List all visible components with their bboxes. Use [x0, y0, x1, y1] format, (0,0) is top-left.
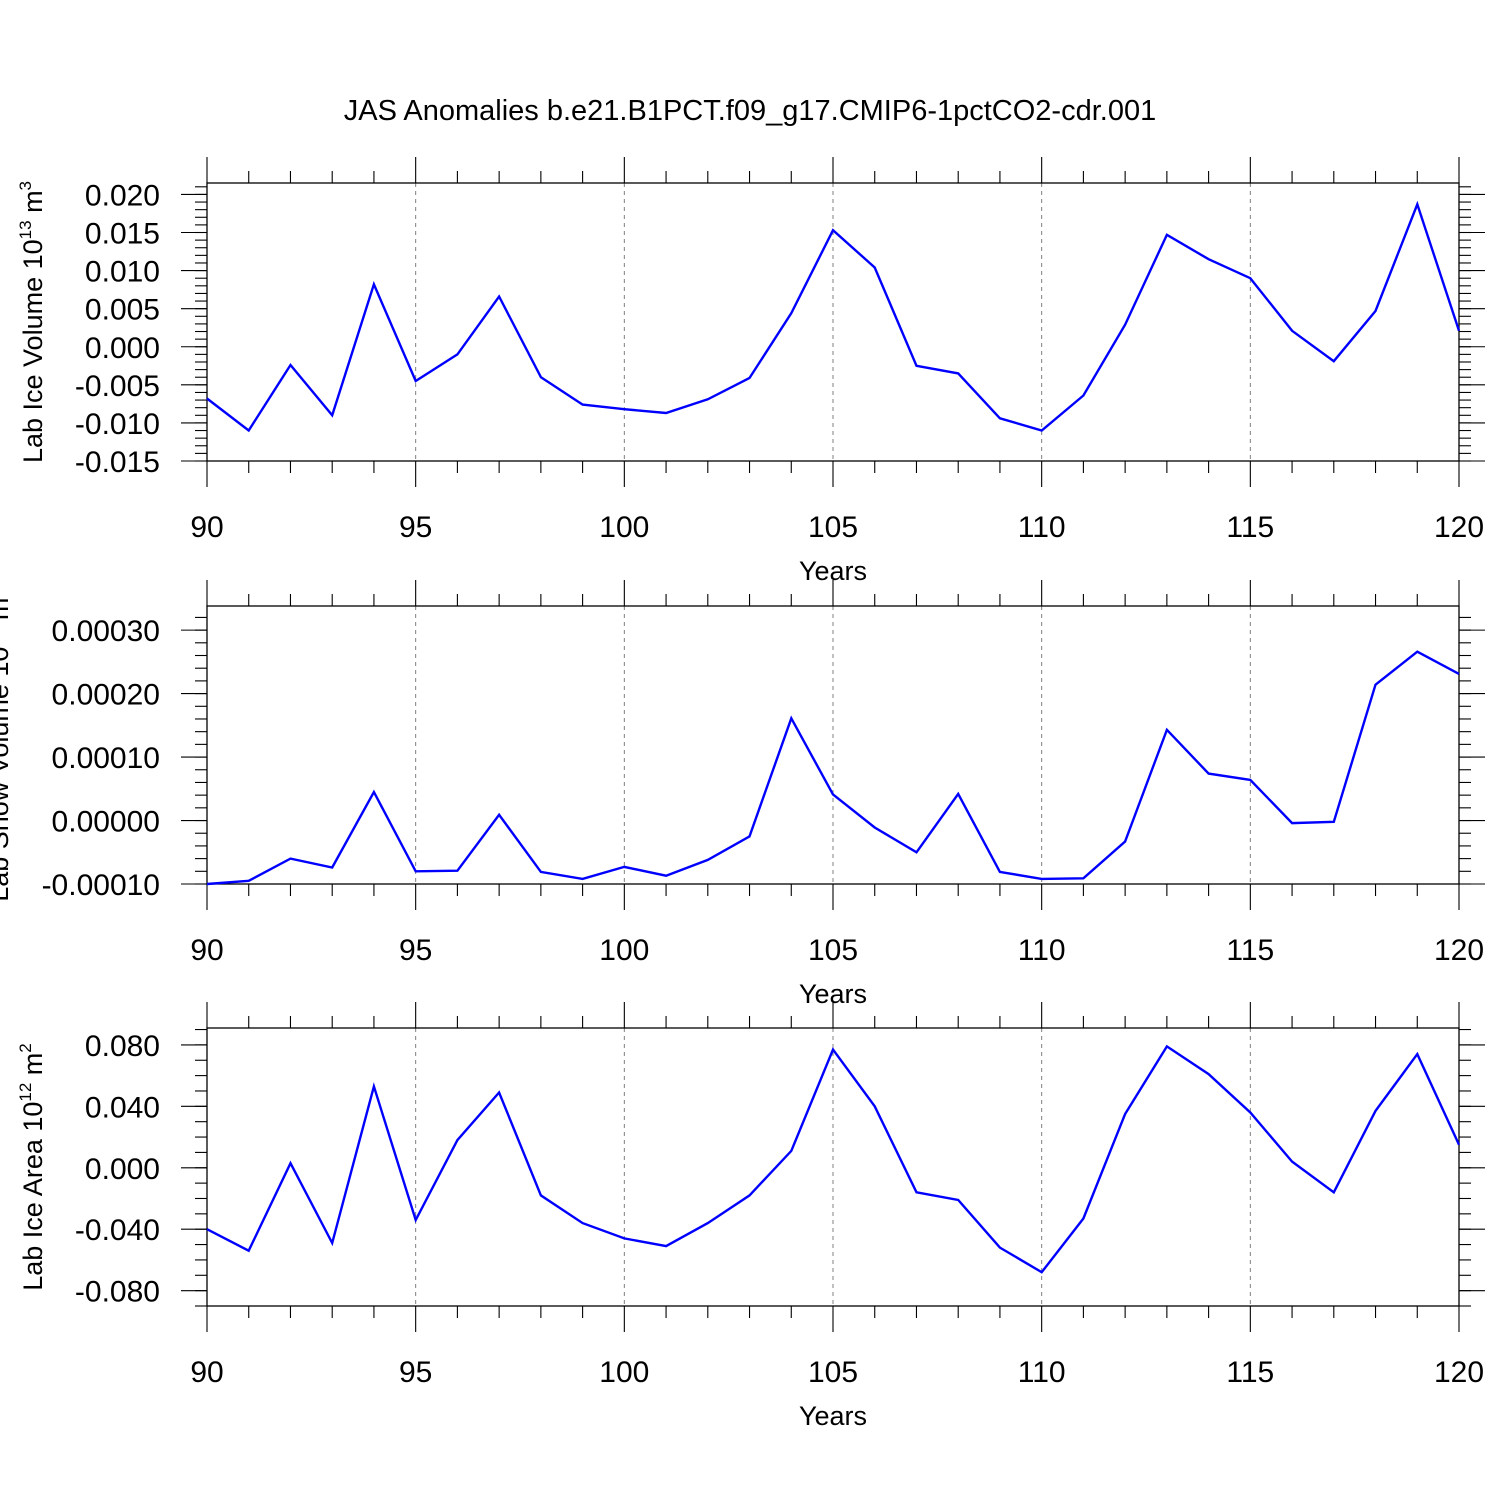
x-tick-label: 95: [399, 1356, 432, 1389]
y-label-exponent: 12: [16, 1083, 35, 1102]
x-tick-label: 110: [1018, 1356, 1066, 1389]
x-tick-label: 105: [808, 934, 858, 967]
y-tick-label: 0.00020: [52, 679, 160, 712]
x-tick-label: 105: [808, 511, 858, 544]
x-axis-label: Years: [799, 1401, 867, 1431]
x-tick-label: 100: [599, 934, 649, 967]
x-tick-label: 120: [1434, 511, 1484, 544]
y-tick-label: -0.005: [75, 370, 160, 403]
y-tick-label: -0.080: [75, 1276, 160, 1309]
ice-volume-panel: 90 95 100 105 110 115 120Years0.0200.0150.0100…: [16, 157, 1485, 586]
y-tick-label: 0.00030: [52, 615, 160, 648]
y-tick-label: 0.000: [85, 1153, 160, 1186]
y-label-unit-exponent: 2: [16, 1043, 35, 1052]
x-tick-label: 120: [1434, 934, 1484, 967]
y-label-text: Lab Ice Area 10: [18, 1102, 48, 1291]
y-tick-label: 0.000: [85, 332, 160, 365]
y-label-unit-exponent: 3: [16, 181, 35, 190]
y-label-exponent: 13: [16, 220, 35, 239]
x-tick-label: 90: [190, 1356, 223, 1389]
y-tick-label: 0.00010: [52, 742, 160, 775]
figure-title: JAS Anomalies b.e21.B1PCT.f09_g17.CMIP6-…: [344, 95, 1156, 127]
x-tick-label: 110: [1018, 934, 1066, 967]
y-tick-label: 0.015: [85, 218, 160, 251]
x-tick-label: 115: [1226, 511, 1274, 544]
x-tick-label: 95: [399, 934, 432, 967]
y-label-text: Lab Ice Volume 10: [18, 239, 48, 463]
y-label-unit: m: [0, 598, 14, 628]
y-label-unit-exponent: 3: [0, 588, 1, 597]
snow-volume-panel: 90 95 100 105 110 115 120Years0.000300.000200.…: [0, 580, 1485, 1009]
x-tick-label: 120: [1434, 1356, 1484, 1389]
x-tick-label: 90: [190, 511, 223, 544]
series-line: [206, 1044, 1461, 1274]
x-tick-label: 90: [190, 934, 223, 967]
y-tick-label: -0.00010: [42, 869, 160, 902]
y-label-text: Lab Snow Volume 10: [0, 647, 14, 902]
x-tick-label: 115: [1226, 934, 1274, 967]
y-label-unit: m: [18, 190, 48, 220]
y-tick-label: 0.005: [85, 294, 160, 327]
series-line: [206, 200, 1461, 433]
x-tick-label: 115: [1226, 1356, 1274, 1389]
y-tick-label: 0.00000: [52, 806, 160, 839]
x-tick-label: 110: [1018, 511, 1066, 544]
x-tick-label: 95: [399, 511, 432, 544]
y-axis-label: Lab Ice Volume 1013 m3: [16, 181, 48, 463]
y-tick-label: 0.020: [85, 179, 160, 212]
y-label-exponent: 13: [0, 628, 1, 647]
x-tick-label: 100: [599, 511, 649, 544]
x-tick-label: 100: [599, 1356, 649, 1389]
y-tick-label: 0.040: [85, 1091, 160, 1124]
y-axis-label: Lab Snow Volume 1013 m3: [0, 588, 14, 902]
y-tick-label: 0.010: [85, 256, 160, 289]
y-tick-label: -0.015: [75, 446, 160, 479]
y-tick-label: -0.010: [75, 408, 160, 441]
y-tick-label: -0.040: [75, 1214, 160, 1247]
x-tick-label: 105: [808, 1356, 858, 1389]
y-axis-label: Lab Ice Area 1012 m2: [16, 1043, 48, 1291]
ice-area-panel: 90 95 100 105 110 115 120 Years 0.080 0.040 0.000 -…: [16, 1002, 1485, 1431]
y-tick-label: 0.080: [85, 1030, 160, 1063]
y-label-unit: m: [18, 1053, 48, 1083]
series-line: [206, 650, 1460, 886]
